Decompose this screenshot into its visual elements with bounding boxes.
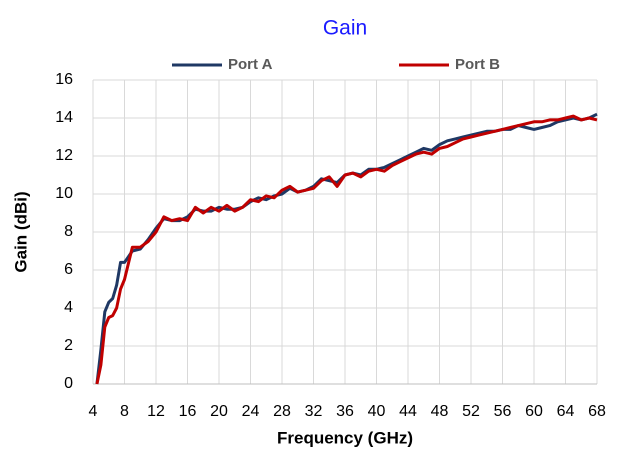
data-line bbox=[95, 112, 598, 385]
y-tick-label: 6 bbox=[64, 261, 73, 278]
x-tick-label: 24 bbox=[242, 403, 260, 420]
legend-label: Port B bbox=[455, 56, 500, 73]
x-tick-label: 60 bbox=[525, 403, 543, 420]
y-tick-label: 8 bbox=[64, 223, 73, 240]
x-tick-label: 32 bbox=[305, 403, 323, 420]
x-tick-label: 12 bbox=[147, 403, 165, 420]
x-tick-label: 20 bbox=[210, 403, 228, 420]
y-tick-label: 2 bbox=[64, 337, 73, 354]
y-axis-label: Gain (dBi) bbox=[11, 191, 30, 272]
chart-title: Gain bbox=[323, 17, 367, 40]
x-tick-label: 64 bbox=[557, 403, 575, 420]
x-tick-label: 48 bbox=[431, 403, 449, 420]
x-tick-label: 16 bbox=[179, 403, 197, 420]
x-tick-label: 44 bbox=[399, 403, 417, 420]
x-tick-label: 68 bbox=[588, 403, 606, 420]
x-tick-label: 4 bbox=[89, 403, 98, 420]
x-axis-label: Frequency (GHz) bbox=[277, 428, 413, 447]
y-tick-label: 12 bbox=[55, 147, 73, 164]
x-tick-label: 56 bbox=[494, 403, 512, 420]
x-tick-label: 28 bbox=[273, 403, 291, 420]
data-line bbox=[95, 114, 598, 385]
y-tick-label: 14 bbox=[55, 109, 73, 126]
x-tick-label: 36 bbox=[336, 403, 354, 420]
y-tick-label: 0 bbox=[64, 375, 73, 392]
y-tick-label: 4 bbox=[64, 299, 73, 316]
y-tick-label: 10 bbox=[55, 185, 73, 202]
x-tick-label: 40 bbox=[368, 403, 386, 420]
x-tick-label: 52 bbox=[462, 403, 480, 420]
legend-label: Port A bbox=[228, 56, 273, 73]
y-tick-label: 16 bbox=[55, 71, 73, 88]
x-tick-label: 8 bbox=[120, 403, 129, 420]
